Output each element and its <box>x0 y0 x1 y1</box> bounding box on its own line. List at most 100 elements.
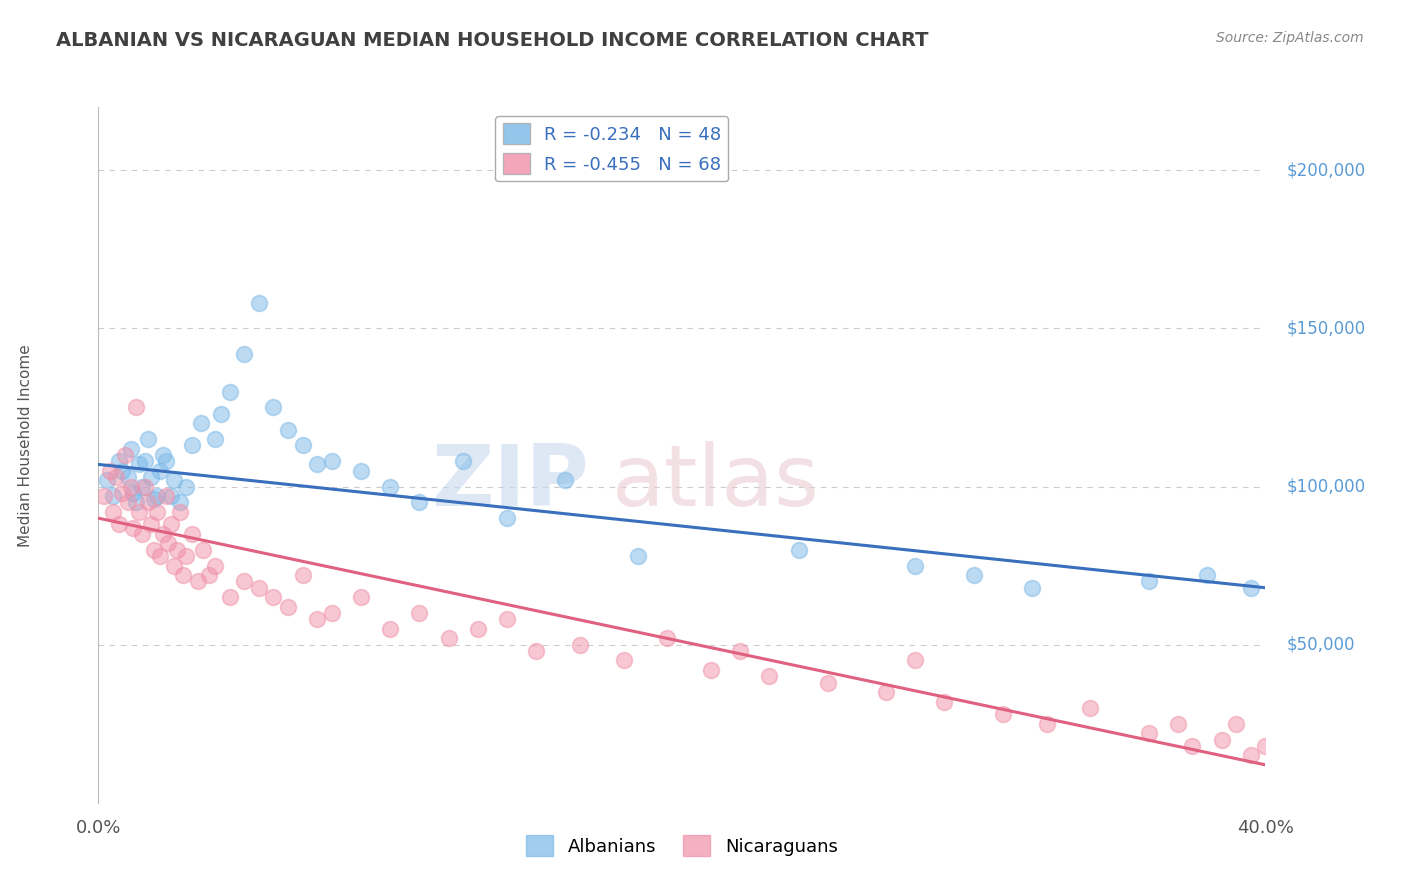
Point <box>307 458 329 472</box>
Point <box>157 536 180 550</box>
Point <box>1240 748 1263 763</box>
Point <box>817 675 839 690</box>
Point <box>139 470 162 484</box>
Point <box>262 591 284 605</box>
Point <box>136 432 159 446</box>
Point <box>152 527 174 541</box>
Point <box>451 454 474 468</box>
Point <box>125 401 148 415</box>
Point <box>1225 716 1247 731</box>
Point <box>155 454 177 468</box>
Point <box>172 568 194 582</box>
Point <box>321 454 343 468</box>
Point <box>193 542 215 557</box>
Point <box>962 568 984 582</box>
Point <box>180 527 202 541</box>
Point <box>1137 574 1160 589</box>
Point <box>122 521 145 535</box>
Point <box>128 505 150 519</box>
Point <box>467 622 489 636</box>
Point <box>627 549 650 563</box>
Point <box>180 438 202 452</box>
Point <box>991 707 1014 722</box>
Point <box>247 581 270 595</box>
Point <box>1137 726 1160 740</box>
Point <box>1021 581 1043 595</box>
Text: ZIP: ZIP <box>430 442 589 524</box>
Point <box>166 542 188 557</box>
Point <box>408 606 430 620</box>
Point <box>307 612 329 626</box>
Point <box>904 558 927 573</box>
Point <box>101 489 124 503</box>
Point <box>875 685 897 699</box>
Point <box>350 591 373 605</box>
Point <box>612 653 634 667</box>
Legend: Albanians, Nicaraguans: Albanians, Nicaraguans <box>519 828 845 863</box>
Point <box>495 612 517 626</box>
Point <box>204 558 226 573</box>
Point <box>277 423 299 437</box>
Point <box>787 542 810 557</box>
Point <box>146 505 169 519</box>
Point <box>218 384 240 399</box>
Text: $150,000: $150,000 <box>1286 319 1365 337</box>
Point <box>1240 581 1263 595</box>
Point <box>104 470 127 484</box>
Point <box>700 663 723 677</box>
Point <box>139 517 162 532</box>
Point <box>554 473 576 487</box>
Point <box>149 549 172 563</box>
Text: atlas: atlas <box>612 442 820 524</box>
Point <box>291 568 314 582</box>
Text: $50,000: $50,000 <box>1286 636 1355 654</box>
Point <box>262 401 284 415</box>
Point <box>174 549 197 563</box>
Point <box>131 479 153 493</box>
Point <box>101 505 124 519</box>
Point <box>163 473 186 487</box>
Point <box>321 606 343 620</box>
Point <box>163 558 186 573</box>
Point <box>1035 716 1057 731</box>
Point <box>904 653 927 667</box>
Point <box>120 442 142 456</box>
Point <box>98 464 121 478</box>
Point <box>187 574 209 589</box>
Text: ALBANIAN VS NICARAGUAN MEDIAN HOUSEHOLD INCOME CORRELATION CHART: ALBANIAN VS NICARAGUAN MEDIAN HOUSEHOLD … <box>56 31 929 50</box>
Point <box>291 438 314 452</box>
Text: Median Household Income: Median Household Income <box>18 344 32 548</box>
Point <box>1181 739 1204 753</box>
Point <box>247 296 270 310</box>
Point <box>1254 739 1277 753</box>
Point <box>568 638 591 652</box>
Point <box>120 479 142 493</box>
Point <box>136 495 159 509</box>
Point <box>96 473 118 487</box>
Point <box>233 347 256 361</box>
Point <box>277 599 299 614</box>
Point <box>111 486 134 500</box>
Point <box>117 495 139 509</box>
Point <box>437 632 460 646</box>
Point <box>152 448 174 462</box>
Point <box>117 470 139 484</box>
Point <box>218 591 240 605</box>
Point <box>146 489 169 503</box>
Point <box>1080 701 1102 715</box>
Point <box>142 492 165 507</box>
Point <box>1195 568 1218 582</box>
Point <box>378 479 402 493</box>
Point <box>934 695 956 709</box>
Point <box>169 495 191 509</box>
Point <box>108 454 131 468</box>
Point <box>198 568 221 582</box>
Point <box>93 489 115 503</box>
Point <box>350 464 373 478</box>
Point <box>160 517 183 532</box>
Point <box>142 542 165 557</box>
Point <box>378 622 402 636</box>
Point <box>233 574 256 589</box>
Point <box>524 644 547 658</box>
Point <box>758 669 780 683</box>
